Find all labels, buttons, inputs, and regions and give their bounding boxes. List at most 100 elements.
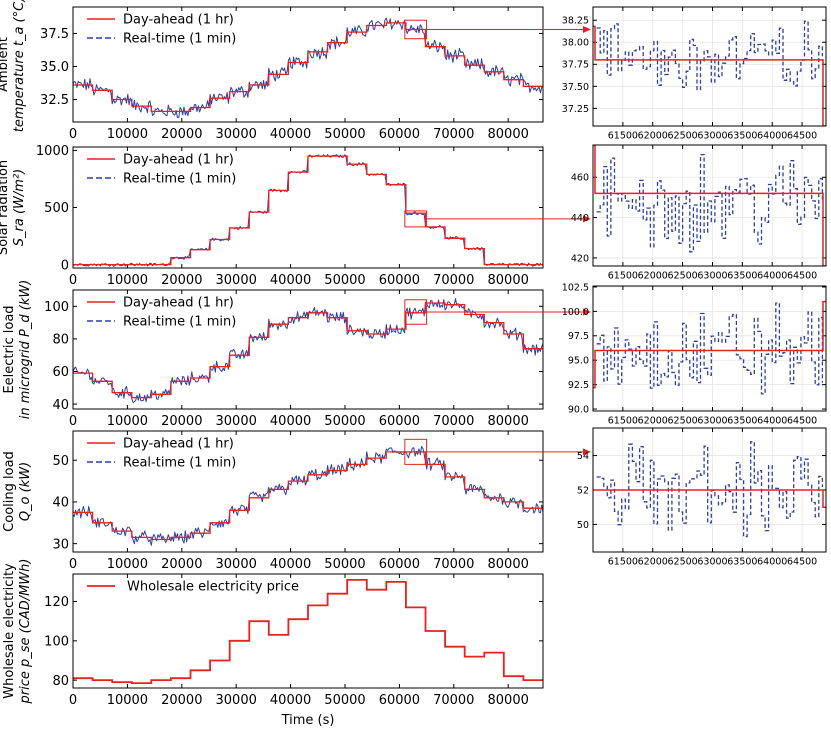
main-panel-2-zoom-arrow-head xyxy=(583,215,591,223)
main-panel-5-ylabel-line1: Wholesale electricity xyxy=(2,563,17,699)
zoom-panel-3-xtick-label-2: 62500 xyxy=(667,416,697,427)
x-axis-title: Time (s) xyxy=(281,713,335,728)
main-panel-4-plot xyxy=(73,446,543,546)
zoom-panel-2-xtick-label-1: 62000 xyxy=(638,271,668,282)
main-panel-5-plot xyxy=(73,579,543,684)
main-panel-1-xtick-label-1: 10000 xyxy=(107,127,148,142)
main-panel-4-xtick-label-3: 30000 xyxy=(216,557,257,572)
zoom-panel-4-xtick-label-1: 62000 xyxy=(638,557,668,568)
zoom-panel-1: 61500 62000 62500 63000 63500 64000 64500 37.25… xyxy=(562,6,827,142)
zoom-panel-4-xtick-label-4: 63500 xyxy=(727,557,757,568)
main-panel-4-frame xyxy=(72,430,544,553)
zoom-panel-3-frame xyxy=(592,285,827,412)
zoom-panel-1-ytick-label-4: 38.25 xyxy=(562,16,589,27)
main-panel-3-frame xyxy=(72,289,544,410)
main-panel-3-legend-realtime-label: Real-time (1 min) xyxy=(123,315,236,330)
zoom-panel-1-ytick-label-3: 38.00 xyxy=(562,38,589,49)
main-panel-1-legend-realtime-label: Real-time (1 min) xyxy=(123,32,236,47)
main-panel-3-xtick-label-7: 70000 xyxy=(433,414,474,429)
main-panel-2-ytick-label-1: 500 xyxy=(44,201,69,216)
main-panel-3-xtick-label-3: 30000 xyxy=(216,414,257,429)
zoom-panel-3-plot xyxy=(593,300,826,395)
main-panel-3-xtick-label-1: 10000 xyxy=(107,414,148,429)
zoom-panel-1-xtick-label-5: 64000 xyxy=(757,131,787,142)
main-panel-4-zoom-arrow-head xyxy=(583,448,591,456)
main-panel-2-xtick-label-7: 70000 xyxy=(433,273,474,288)
zoom-panel-2-xtick-label-2: 62500 xyxy=(667,271,697,282)
zoom-panel-4-xtick-label-3: 63000 xyxy=(697,557,727,568)
zoom-panel-3-xtick-label-1: 62000 xyxy=(638,416,668,427)
zoom-panel-4-xtick-label-0: 61500 xyxy=(608,557,638,568)
main-panel-5-xtick-label-2: 20000 xyxy=(161,693,202,708)
main-panel-3-xtick-label-0: 0 xyxy=(69,414,77,429)
main-panel-3-ytick-label-1: 60 xyxy=(52,365,69,380)
main-panel-1-ytick-label-1: 35.0 xyxy=(40,60,69,75)
zoom-panel-2-ytick-label-1: 440 xyxy=(571,213,589,224)
main-panel-2-ytick-label-2: 1000 xyxy=(36,144,69,159)
main-panel-4-ytick-label-1: 40 xyxy=(52,496,69,511)
main-panel-3-ylabel-line2: in microgrid P_d (kW) xyxy=(18,280,33,420)
zoom-panel-3-xtick-label-3: 63000 xyxy=(697,416,727,427)
zoom-panel-2-plot xyxy=(593,145,826,266)
main-panel-4-xtick-label-0: 0 xyxy=(69,557,77,572)
main-panel-1-dayahead-series xyxy=(73,22,543,113)
zoom-panel-4-xtick-label-6: 64500 xyxy=(787,557,817,568)
main-panel-4-xtick-label-5: 50000 xyxy=(324,557,365,572)
main-panel-5-ytick-label-2: 120 xyxy=(44,595,69,610)
zoom-panel-1-frame xyxy=(592,6,827,127)
main-panel-2: 0 10000 20000 30000 40000 50000 60000 70000 8000… xyxy=(0,144,591,288)
main-panel-4-xtick-label-6: 60000 xyxy=(379,557,420,572)
zoom-panel-1-xtick-label-0: 61500 xyxy=(608,131,638,142)
main-panel-2-xtick-label-8: 80000 xyxy=(488,273,529,288)
main-panel-2-xtick-label-5: 50000 xyxy=(324,273,365,288)
main-panel-2-xtick-label-6: 60000 xyxy=(379,273,420,288)
main-panel-2-ytick-label-0: 0 xyxy=(61,258,69,273)
zoom-panel-3-ytick-label-5: 102.5 xyxy=(562,282,589,293)
main-panel-4-legend-dayahead-label: Day-ahead (1 hr) xyxy=(123,437,234,452)
main-panel-2-legend-dayahead-label: Day-ahead (1 hr) xyxy=(123,153,234,168)
zoom-panel-1-xtick-label-4: 63500 xyxy=(727,131,757,142)
main-panel-1-ytick-label-2: 37.5 xyxy=(40,27,69,42)
main-panel-5-legend-price-label: Wholesale electricity price xyxy=(127,580,299,595)
zoom-panel-1-xtick-label-6: 64500 xyxy=(787,131,817,142)
main-panel-2-xtick-label-2: 20000 xyxy=(161,273,202,288)
zoom-panel-2: 61500 62000 62500 63000 63500 64000 64500 420 44… xyxy=(571,144,827,282)
zoom-panel-3-xtick-label-0: 61500 xyxy=(608,416,638,427)
zoom-panel-3-xtick-label-4: 63500 xyxy=(727,416,757,427)
zoom-panel-2-dayahead-series xyxy=(593,145,826,266)
main-panel-5-xtick-label-3: 30000 xyxy=(216,693,257,708)
zoom-panel-2-frame xyxy=(592,144,827,267)
zoom-panel-3-ytick-label-1: 92.5 xyxy=(568,380,589,391)
zoom-panel-4: 61500 62000 62500 63000 63500 64000 64500 50 52 5… xyxy=(577,427,827,568)
zoom-panel-3-ytick-label-3: 97.5 xyxy=(568,331,589,342)
main-panel-1-xtick-label-2: 20000 xyxy=(161,127,202,142)
zoom-panel-3-xtick-label-5: 64000 xyxy=(757,416,787,427)
main-panel-1-xtick-label-7: 70000 xyxy=(433,127,474,142)
main-panel-1-ytick-label-0: 32.5 xyxy=(40,93,69,108)
main-panel-5-xtick-label-7: 70000 xyxy=(433,693,474,708)
zoom-panel-4-dayahead-series xyxy=(593,489,826,508)
main-panel-2-ylabel-line2: S_ra (W/m²) xyxy=(12,169,27,246)
main-panel-2-plot xyxy=(73,154,543,267)
main-panel-5-xtick-label-5: 50000 xyxy=(324,693,365,708)
main-panel-1-xtick-label-0: 0 xyxy=(69,127,77,142)
main-panel-4-ylabel: Cooling load Q_o (kW) xyxy=(2,451,33,532)
zoom-panel-3-dayahead-series xyxy=(593,300,826,389)
main-panel-1-ylabel-line1: Ambient xyxy=(0,37,11,92)
main-panel-2-ylabel-line1: Solar radiation xyxy=(0,160,11,255)
main-panel-3-legend-dayahead-label: Day-ahead (1 hr) xyxy=(123,296,234,311)
main-panel-4: 0 10000 20000 30000 40000 50000 60000 70000 8000… xyxy=(2,430,591,572)
zoom-panel-4-plot xyxy=(593,441,826,538)
main-panel-3-ylabel-line1: Eelectric load xyxy=(2,305,17,393)
main-panel-1-xtick-label-3: 30000 xyxy=(216,127,257,142)
main-panel-3-xtick-label-8: 80000 xyxy=(488,414,529,429)
main-panel-4-xtick-label-1: 10000 xyxy=(107,557,148,572)
main-panel-1-plot xyxy=(73,17,543,118)
main-panel-3-xtick-label-6: 60000 xyxy=(379,414,420,429)
main-panel-4-xtick-label-2: 20000 xyxy=(161,557,202,572)
main-panel-5-ylabel: Wholesale electricity price p_se (CAD/MWh… xyxy=(2,559,33,705)
zoom-panel-3: 61500 62000 62500 63000 63500 64000 64500 90.0 9… xyxy=(562,282,827,427)
zoom-panel-1-plot xyxy=(593,20,826,126)
zoom-panel-2-xtick-label-6: 64500 xyxy=(787,271,817,282)
main-panel-3-ylabel: Eelectric load in microgrid P_d (kW) xyxy=(2,280,33,420)
